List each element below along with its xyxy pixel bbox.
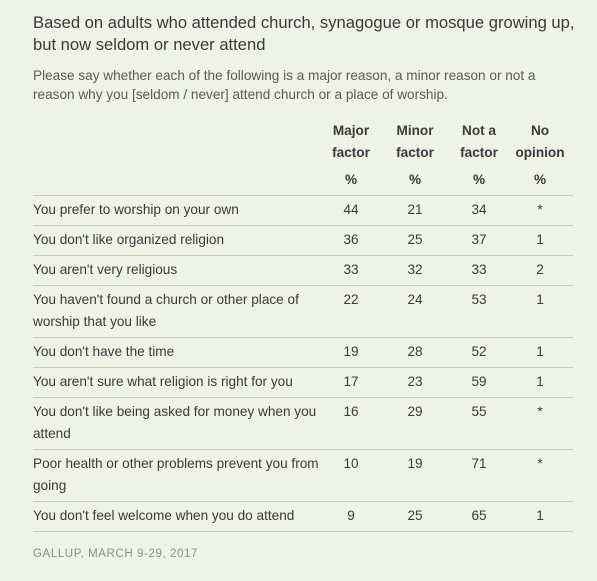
cell-minor: 23 xyxy=(407,374,423,389)
cell-not-a-factor: 59 xyxy=(471,374,487,389)
column-header-major: Major factor xyxy=(321,120,381,164)
column-unit: % xyxy=(472,172,486,187)
column-header-line2: factor xyxy=(332,145,370,160)
row-label: You don't have the time xyxy=(33,344,175,359)
column-header-not-a-factor: Not a factor xyxy=(449,120,509,164)
column-header-line1: Major xyxy=(332,123,370,138)
row-label: You don't like organized religion xyxy=(33,232,225,247)
cell-major: 33 xyxy=(343,262,359,277)
cell-no-opinion: * xyxy=(537,456,543,471)
column-header-minor: Minor factor xyxy=(385,120,445,164)
cell-no-opinion: 1 xyxy=(536,374,544,389)
cell-no-opinion: * xyxy=(537,202,543,217)
row-divider xyxy=(33,501,573,502)
figure-title: Based on adults who attended church, syn… xyxy=(33,13,575,54)
cell-no-opinion: * xyxy=(537,404,543,419)
cell-major: 19 xyxy=(343,344,359,359)
cell-not-a-factor: 37 xyxy=(471,232,487,247)
cell-major: 22 xyxy=(343,292,359,307)
row-label: You aren't very religious xyxy=(33,262,178,277)
column-header-line1: Minor xyxy=(396,123,434,138)
cell-minor: 21 xyxy=(407,202,423,217)
column-header-line2: opinion xyxy=(515,145,565,160)
cell-minor: 25 xyxy=(407,508,423,523)
cell-minor: 32 xyxy=(407,262,423,277)
column-header-line1: No xyxy=(530,123,550,138)
cell-not-a-factor: 65 xyxy=(471,508,487,523)
row-divider xyxy=(33,367,573,368)
cell-major: 44 xyxy=(343,202,359,217)
cell-minor: 24 xyxy=(407,292,423,307)
cell-not-a-factor: 71 xyxy=(471,456,487,471)
column-header-line2: factor xyxy=(396,145,434,160)
cell-minor: 19 xyxy=(407,456,423,471)
row-divider xyxy=(33,397,573,398)
row-label: You aren't sure what religion is right f… xyxy=(33,374,293,389)
figure-subtitle: Please say whether each of the following… xyxy=(33,68,536,102)
cell-not-a-factor: 55 xyxy=(471,404,487,419)
cell-major: 9 xyxy=(347,508,355,523)
cell-no-opinion: 1 xyxy=(536,508,544,523)
table-bottom-divider xyxy=(33,531,573,532)
cell-not-a-factor: 33 xyxy=(471,262,487,277)
row-label: You don't feel welcome when you do atten… xyxy=(33,508,295,523)
cell-not-a-factor: 52 xyxy=(471,344,487,359)
row-label: You haven't found a church or other plac… xyxy=(33,292,299,329)
cell-no-opinion: 1 xyxy=(536,344,544,359)
cell-no-opinion: 1 xyxy=(536,232,544,247)
source-note: GALLUP, MARCH 9-29, 2017 xyxy=(33,548,199,560)
cell-major: 16 xyxy=(343,404,359,419)
row-label: You prefer to worship on your own xyxy=(33,202,239,217)
column-unit: % xyxy=(533,172,547,187)
column-unit: % xyxy=(408,172,422,187)
row-label: You don't like being asked for money whe… xyxy=(33,404,317,441)
cell-major: 17 xyxy=(343,374,359,389)
header-divider xyxy=(33,195,573,196)
row-divider xyxy=(33,285,573,286)
column-unit: % xyxy=(344,172,358,187)
cell-no-opinion: 1 xyxy=(536,292,544,307)
row-divider xyxy=(33,225,573,226)
row-label: Poor health or other problems prevent yo… xyxy=(33,456,319,493)
cell-minor: 29 xyxy=(407,404,423,419)
row-divider xyxy=(33,255,573,256)
column-header-line2: factor xyxy=(460,145,498,160)
cell-minor: 28 xyxy=(407,344,423,359)
cell-not-a-factor: 53 xyxy=(471,292,487,307)
cell-not-a-factor: 34 xyxy=(471,202,487,217)
row-divider xyxy=(33,449,573,450)
column-header-no-opinion: No opinion xyxy=(510,120,570,164)
cell-major: 10 xyxy=(343,456,359,471)
row-divider xyxy=(33,337,573,338)
cell-no-opinion: 2 xyxy=(536,262,544,277)
cell-major: 36 xyxy=(343,232,359,247)
cell-minor: 25 xyxy=(407,232,423,247)
column-header-line1: Not a xyxy=(462,123,496,138)
